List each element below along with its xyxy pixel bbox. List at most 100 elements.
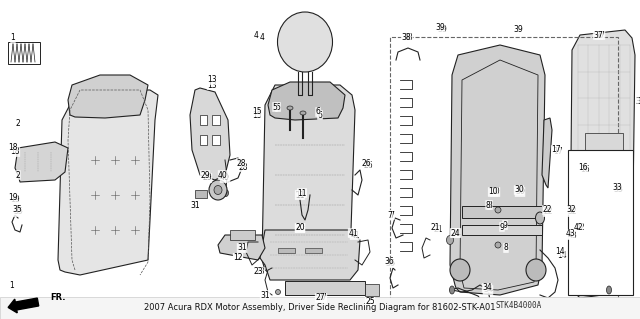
Text: 40: 40 — [220, 174, 230, 182]
Text: 13: 13 — [207, 76, 217, 85]
Polygon shape — [278, 248, 295, 253]
Text: 2: 2 — [15, 170, 20, 180]
Text: 24: 24 — [451, 228, 461, 238]
Text: 30: 30 — [514, 186, 524, 195]
Text: 3: 3 — [637, 98, 640, 107]
Text: 20: 20 — [295, 224, 305, 233]
Ellipse shape — [526, 259, 546, 281]
Text: 33: 33 — [612, 183, 622, 192]
Text: FR.: FR. — [50, 293, 65, 302]
Ellipse shape — [495, 242, 501, 248]
Text: 6: 6 — [316, 108, 321, 116]
Polygon shape — [542, 118, 552, 188]
Ellipse shape — [209, 180, 227, 200]
Text: 27: 27 — [317, 293, 327, 302]
Text: 27: 27 — [315, 293, 325, 302]
Text: 8: 8 — [488, 201, 492, 210]
Text: 14: 14 — [557, 250, 567, 259]
Bar — [585, 133, 623, 165]
Ellipse shape — [275, 290, 280, 294]
Text: 38: 38 — [403, 33, 413, 42]
Text: 39: 39 — [437, 26, 447, 34]
Polygon shape — [212, 135, 220, 145]
Text: 7: 7 — [390, 211, 394, 219]
Polygon shape — [200, 115, 207, 125]
Ellipse shape — [450, 259, 470, 281]
Text: 4: 4 — [260, 33, 264, 41]
Text: 43: 43 — [565, 229, 575, 239]
Text: 14: 14 — [555, 248, 565, 256]
Polygon shape — [305, 248, 322, 253]
Text: 23: 23 — [255, 268, 265, 277]
Text: 37: 37 — [595, 31, 605, 40]
Text: 42: 42 — [575, 224, 585, 233]
FancyArrow shape — [8, 298, 38, 313]
Text: 20: 20 — [295, 224, 305, 233]
Polygon shape — [268, 82, 345, 120]
Ellipse shape — [607, 286, 611, 294]
Text: 4: 4 — [253, 31, 259, 40]
Bar — [8, 42, 40, 64]
Text: 10: 10 — [488, 188, 498, 197]
Text: 2007 Acura RDX Motor Assembly, Driver Side Reclining Diagram for 81602-STK-A01: 2007 Acura RDX Motor Assembly, Driver Si… — [144, 303, 496, 313]
Text: 28: 28 — [236, 159, 246, 167]
Text: 15: 15 — [252, 108, 262, 116]
Text: 9: 9 — [500, 222, 504, 232]
Text: 15: 15 — [252, 110, 262, 120]
Text: 32: 32 — [567, 207, 577, 217]
Text: 19: 19 — [8, 194, 18, 203]
Bar — [462, 206, 542, 218]
Text: 39: 39 — [513, 26, 523, 34]
Text: 2: 2 — [15, 120, 20, 129]
Ellipse shape — [214, 186, 222, 195]
Text: 29: 29 — [202, 174, 212, 182]
Text: 13: 13 — [207, 80, 217, 90]
Text: 12: 12 — [233, 254, 243, 263]
Text: 16: 16 — [580, 166, 590, 174]
Text: 8: 8 — [504, 243, 508, 253]
Text: 25: 25 — [365, 298, 375, 307]
Text: 6: 6 — [317, 110, 323, 120]
Text: 31: 31 — [190, 201, 200, 210]
Text: 42: 42 — [573, 222, 583, 232]
Polygon shape — [68, 75, 148, 118]
Text: 11: 11 — [295, 190, 305, 199]
Text: 5: 5 — [273, 102, 277, 112]
Text: 31: 31 — [190, 201, 200, 210]
Text: 10: 10 — [490, 188, 500, 197]
Bar — [365, 284, 379, 296]
Text: 33: 33 — [613, 186, 623, 195]
Bar — [285, 281, 365, 295]
Text: 16: 16 — [578, 164, 588, 173]
Text: 8: 8 — [486, 201, 490, 210]
Text: 38: 38 — [401, 33, 411, 42]
Ellipse shape — [447, 235, 454, 244]
Text: 23: 23 — [253, 268, 263, 277]
Text: 26: 26 — [363, 160, 373, 169]
Ellipse shape — [278, 12, 333, 72]
Text: 28: 28 — [238, 162, 248, 172]
Text: 1: 1 — [11, 33, 15, 42]
Text: 37: 37 — [593, 31, 603, 40]
Text: 22: 22 — [542, 205, 552, 214]
Text: 21: 21 — [433, 226, 443, 234]
Text: 32: 32 — [566, 205, 576, 214]
Ellipse shape — [495, 207, 501, 213]
Text: 26: 26 — [361, 159, 371, 167]
Text: 22: 22 — [543, 207, 553, 217]
Text: 39: 39 — [435, 24, 445, 33]
Text: 18: 18 — [8, 144, 18, 152]
Text: 40: 40 — [218, 170, 228, 180]
Text: 29: 29 — [200, 170, 210, 180]
Text: STK4B4000A: STK4B4000A — [495, 301, 541, 310]
Text: 41: 41 — [350, 231, 360, 240]
Polygon shape — [570, 30, 635, 298]
Bar — [390, 37, 618, 305]
Text: 36: 36 — [385, 258, 395, 268]
Polygon shape — [450, 45, 545, 295]
Text: 30: 30 — [515, 188, 525, 197]
Polygon shape — [262, 85, 355, 275]
Bar — [462, 225, 542, 235]
Polygon shape — [190, 88, 230, 180]
Bar — [0, 297, 640, 319]
